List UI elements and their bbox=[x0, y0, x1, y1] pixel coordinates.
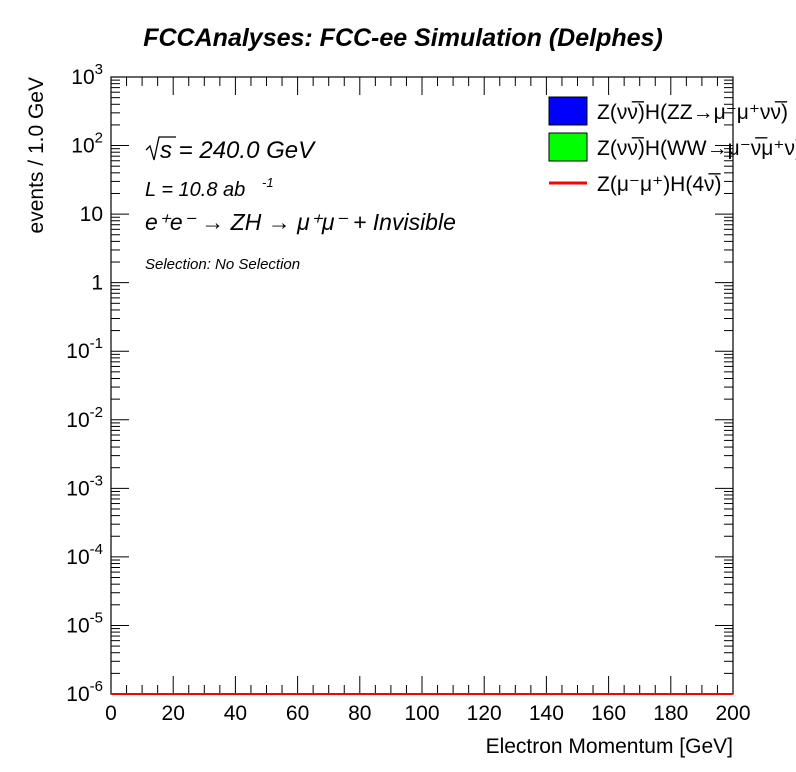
sqrt-s-annotation: s = 240.0 GeV bbox=[145, 136, 316, 164]
x-tick-label: 200 bbox=[715, 702, 750, 725]
y-major-ticks bbox=[111, 76, 733, 695]
x-tick-label: 60 bbox=[286, 702, 309, 725]
x-tick-label: 80 bbox=[348, 702, 371, 725]
y-tick-label: 10-5 bbox=[66, 609, 103, 637]
y-tick-label: 10 bbox=[80, 203, 103, 226]
y-tick-label: 10-6 bbox=[66, 678, 103, 706]
legend-label: Z(νν̅)H(WW→μ⁻ν̅μ⁺ν) bbox=[597, 137, 796, 160]
y-tick-labels: 10-6 10-5 10-4 10-3 10-2 10-1 1 10 102 103 bbox=[66, 61, 103, 706]
legend-item: Z(μ⁻μ⁺)H(4ν̅) bbox=[549, 173, 722, 196]
y-tick-label: 10-1 bbox=[66, 335, 103, 363]
x-axis-label: Electron Momentum [GeV] bbox=[486, 735, 733, 758]
x-tick-label: 160 bbox=[591, 702, 626, 725]
x-tick-label: 180 bbox=[653, 702, 688, 725]
x-tick-label: 140 bbox=[529, 702, 564, 725]
x-tick-label: 100 bbox=[404, 702, 439, 725]
selection-annotation: Selection: No Selection bbox=[145, 256, 300, 273]
sqrt-s-text: s = 240.0 GeV bbox=[160, 137, 316, 164]
x-tick-label: 0 bbox=[105, 702, 117, 725]
legend-item: Z(νν̅)H(WW→μ⁻ν̅μ⁺ν) bbox=[548, 132, 796, 162]
process-annotation: e⁺e⁻ → ZH → μ⁺μ⁻ + Invisible bbox=[145, 209, 456, 235]
x-tick-labels: 0 20 40 60 80 100 120 140 160 180 200 bbox=[105, 702, 750, 725]
x-minor-ticks bbox=[126, 77, 718, 694]
legend-label: Z(μ⁻μ⁺)H(4ν̅) bbox=[597, 173, 722, 196]
x-major-ticks bbox=[110, 77, 734, 694]
x-tick-label: 40 bbox=[224, 702, 247, 725]
legend: Z(νν̅)H(ZZ→μ⁻μ⁺νν̅) Z(νν̅)H(WW→μ⁻ν̅μ⁺ν) Z(… bbox=[548, 96, 796, 196]
x-tick-label: 20 bbox=[162, 702, 185, 725]
y-tick-label: 102 bbox=[71, 130, 103, 158]
y-axis-label: events / 1.0 GeV bbox=[25, 77, 48, 233]
legend-item: Z(νν̅)H(ZZ→μ⁻μ⁺νν̅) bbox=[548, 96, 788, 126]
sqrt-symbol bbox=[145, 136, 176, 161]
x-tick-label: 120 bbox=[467, 702, 502, 725]
legend-label: Z(νν̅)H(ZZ→μ⁻μ⁺νν̅) bbox=[597, 101, 788, 124]
chart-title: FCCAnalyses: FCC-ee Simulation (Delphes) bbox=[143, 24, 663, 52]
luminosity-annotation: L = 10.8 ab -1 bbox=[145, 175, 274, 201]
y-tick-label: 10-3 bbox=[66, 472, 103, 500]
y-tick-label: 10-4 bbox=[66, 541, 103, 569]
legend-swatch bbox=[548, 132, 588, 162]
luminosity-exponent: -1 bbox=[262, 175, 274, 190]
y-tick-label: 10-2 bbox=[66, 404, 103, 432]
y-tick-label: 103 bbox=[71, 61, 103, 89]
y-minor-ticks bbox=[111, 79, 733, 674]
plot-frame bbox=[110, 76, 734, 695]
y-tick-label: 1 bbox=[91, 272, 103, 295]
luminosity-text: L = 10.8 ab bbox=[145, 179, 245, 201]
legend-swatch bbox=[548, 96, 588, 126]
